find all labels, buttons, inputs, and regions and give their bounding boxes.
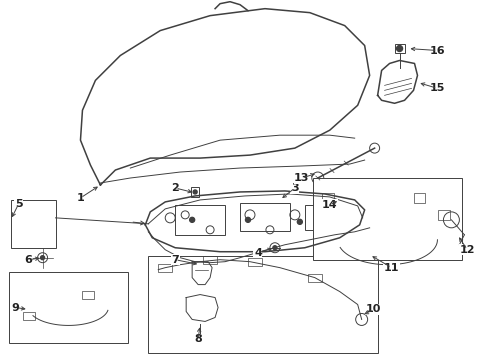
Text: 8: 8 — [194, 334, 202, 345]
Circle shape — [41, 256, 45, 260]
Text: 11: 11 — [384, 263, 399, 273]
Circle shape — [297, 219, 302, 224]
Circle shape — [193, 190, 197, 194]
Text: 7: 7 — [172, 255, 179, 265]
Circle shape — [343, 196, 347, 200]
Circle shape — [190, 217, 195, 222]
Text: 9: 9 — [12, 302, 20, 312]
Text: 15: 15 — [430, 84, 445, 93]
Text: 13: 13 — [294, 173, 310, 183]
Circle shape — [396, 45, 403, 51]
Polygon shape — [313, 178, 463, 260]
Circle shape — [245, 217, 250, 222]
Text: 12: 12 — [460, 245, 475, 255]
Circle shape — [198, 307, 202, 311]
Text: 6: 6 — [24, 255, 32, 265]
Text: 2: 2 — [172, 183, 179, 193]
Text: 1: 1 — [76, 193, 84, 203]
Text: 16: 16 — [430, 45, 445, 55]
Polygon shape — [148, 256, 378, 353]
Text: 14: 14 — [322, 200, 338, 210]
Text: 3: 3 — [291, 183, 299, 193]
Polygon shape — [9, 272, 128, 343]
Text: 4: 4 — [254, 248, 262, 258]
Text: 5: 5 — [15, 199, 23, 209]
Text: 10: 10 — [366, 305, 381, 315]
Circle shape — [273, 246, 277, 250]
